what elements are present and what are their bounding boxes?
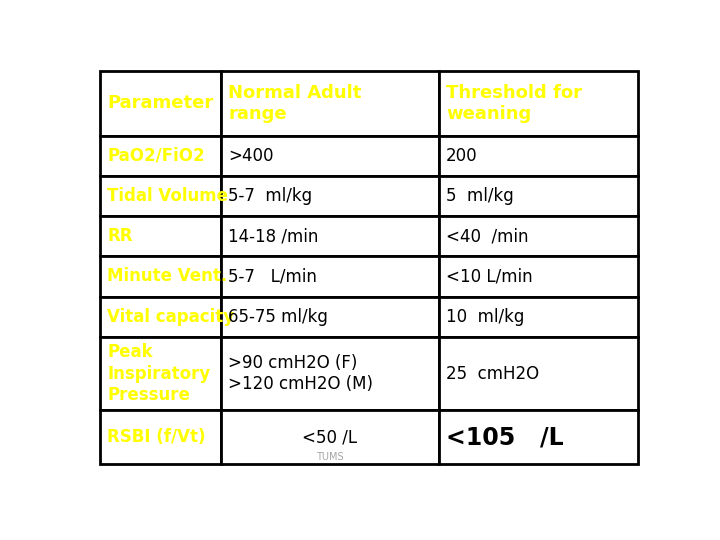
Bar <box>221 176 439 216</box>
Bar <box>221 256 439 296</box>
Bar <box>221 410 439 464</box>
Text: PaO2/FiO2: PaO2/FiO2 <box>107 147 205 165</box>
Bar <box>100 176 221 216</box>
Bar <box>221 136 439 176</box>
Text: Tidal Volume: Tidal Volume <box>107 187 228 205</box>
Bar <box>100 71 221 136</box>
Text: 5-7  ml/kg: 5-7 ml/kg <box>228 187 312 205</box>
Text: TUMS: TUMS <box>316 452 344 462</box>
Bar <box>221 216 439 256</box>
Text: 5  ml/kg: 5 ml/kg <box>446 187 514 205</box>
Text: Vital capacity: Vital capacity <box>107 308 235 326</box>
Bar <box>221 337 439 410</box>
Bar <box>100 410 221 464</box>
Text: >90 cmH2O (F)
>120 cmH2O (M): >90 cmH2O (F) >120 cmH2O (M) <box>228 354 374 393</box>
Text: Minute Vent.: Minute Vent. <box>107 267 228 286</box>
Text: Peak
Inspiratory
Pressure: Peak Inspiratory Pressure <box>107 343 210 404</box>
Bar <box>439 136 638 176</box>
Text: >400: >400 <box>228 147 274 165</box>
Text: <50 /L: <50 /L <box>302 428 358 446</box>
Text: RR: RR <box>107 227 132 245</box>
Text: <105   /L: <105 /L <box>446 425 564 449</box>
Bar <box>439 216 638 256</box>
Bar <box>439 410 638 464</box>
Text: RSBI (f/Vt): RSBI (f/Vt) <box>107 428 206 446</box>
Bar <box>100 216 221 256</box>
Bar <box>439 71 638 136</box>
Bar <box>221 71 439 136</box>
Text: Parameter: Parameter <box>107 94 214 112</box>
Bar <box>100 296 221 337</box>
Text: 5-7   L/min: 5-7 L/min <box>228 267 318 286</box>
Bar <box>100 256 221 296</box>
Bar <box>439 296 638 337</box>
Text: Normal Adult
range: Normal Adult range <box>228 84 361 123</box>
Text: <10 L/min: <10 L/min <box>446 267 533 286</box>
Bar <box>439 176 638 216</box>
Bar <box>439 337 638 410</box>
Text: 200: 200 <box>446 147 478 165</box>
Text: 25  cmH2O: 25 cmH2O <box>446 364 539 382</box>
Bar <box>439 256 638 296</box>
Bar <box>100 337 221 410</box>
Text: <40  /min: <40 /min <box>446 227 528 245</box>
Bar <box>221 296 439 337</box>
Text: 14-18 /min: 14-18 /min <box>228 227 319 245</box>
Text: 65-75 ml/kg: 65-75 ml/kg <box>228 308 328 326</box>
Text: Threshold for
weaning: Threshold for weaning <box>446 84 582 123</box>
Bar <box>100 136 221 176</box>
Text: 10  ml/kg: 10 ml/kg <box>446 308 525 326</box>
